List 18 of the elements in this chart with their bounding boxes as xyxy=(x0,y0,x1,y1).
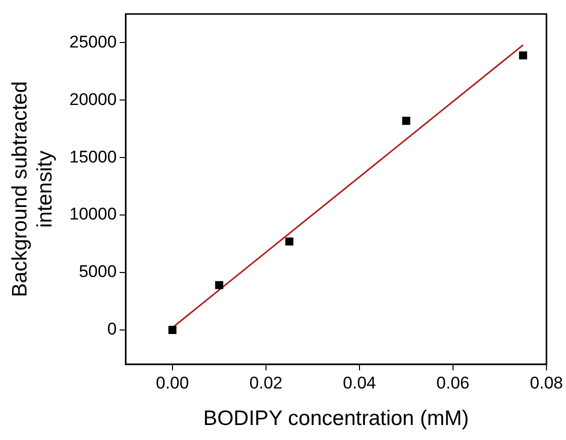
point xyxy=(285,237,294,246)
x-tick-label: 0.02 xyxy=(249,373,282,392)
y-tick-label: 10000 xyxy=(69,204,117,224)
y-tick-label: 15000 xyxy=(69,147,117,166)
point xyxy=(519,51,528,60)
y-tick-label: 0 xyxy=(107,320,117,339)
x-tick-label: 0.00 xyxy=(156,373,189,392)
x-axis-title: BODIPY concentration (mM) xyxy=(203,407,469,430)
y-axis-title: Background subtracted intensity xyxy=(8,81,57,298)
y-tick-label: 25000 xyxy=(69,32,117,52)
point xyxy=(402,116,410,125)
y-tick-label: 5000 xyxy=(78,262,117,282)
x-tick-label: 0.04 xyxy=(342,373,376,392)
x-tick-label: 0.08 xyxy=(530,373,564,392)
x-tick-label: 0.06 xyxy=(436,373,470,392)
point xyxy=(168,326,176,334)
y-tick-label: 20000 xyxy=(69,90,117,109)
point xyxy=(215,281,224,290)
